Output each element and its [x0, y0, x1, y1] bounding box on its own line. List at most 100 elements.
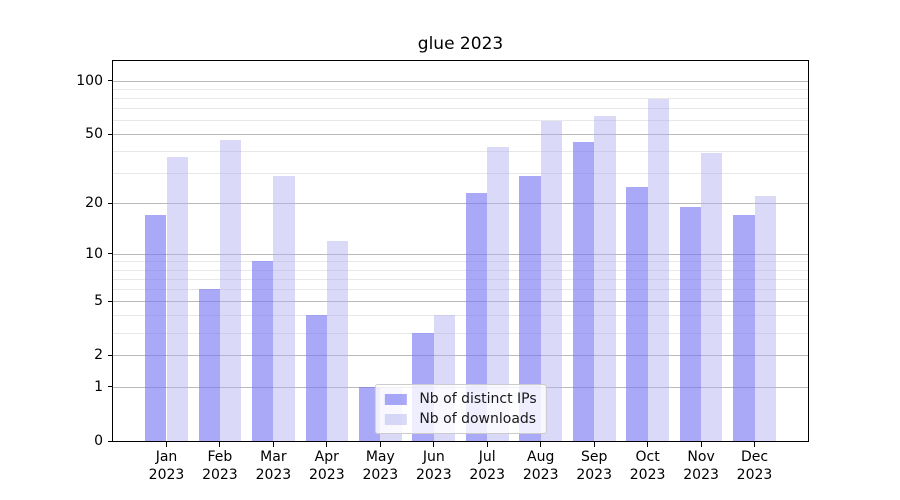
- x-tick-label-jun: Jun 2023: [402, 449, 466, 484]
- y-tick-label: 1: [94, 378, 103, 395]
- chart-title: glue 2023: [417, 34, 504, 54]
- y-tick-label: 50: [85, 126, 103, 143]
- x-tick-mark: [326, 442, 328, 447]
- bar-downloads-jan: [166, 157, 188, 441]
- year-label: 2023: [629, 466, 666, 483]
- year-label: 2023: [736, 466, 773, 483]
- bar-distinct-ips-dec: [733, 215, 755, 441]
- bar-downloads-feb: [219, 140, 242, 441]
- legend-swatch-distinct-ips: [384, 393, 407, 405]
- y-tick-mark: [108, 253, 113, 255]
- x-tick-mark: [433, 442, 435, 447]
- x-tick-label-oct: Oct 2023: [616, 449, 680, 484]
- x-tick-mark: [754, 442, 755, 447]
- bar-distinct-ips-apr: [305, 315, 327, 441]
- x-tick-mark: [647, 442, 649, 447]
- x-tick-mark: [593, 442, 595, 447]
- minor-gridline: [113, 315, 808, 317]
- x-tick-mark: [700, 442, 702, 447]
- bar-distinct-ips-jul: [465, 192, 488, 441]
- legend-swatch-downloads: [384, 413, 407, 425]
- y-tick-label: 100: [76, 72, 103, 89]
- minor-gridline: [113, 151, 808, 153]
- major-gridline: [113, 134, 808, 136]
- y-tick-label: 20: [85, 195, 103, 212]
- plot-area: Nb of distinct IPs Nb of downloads: [112, 60, 809, 442]
- minor-gridline: [113, 172, 808, 174]
- minor-gridline: [113, 289, 808, 291]
- bar-distinct-ips-sep: [572, 142, 595, 441]
- x-tick-label-sep: Sep 2023: [562, 449, 626, 484]
- x-tick-label-apr: Apr 2023: [295, 449, 359, 484]
- major-gridline: [113, 355, 808, 357]
- minor-gridline: [113, 332, 808, 334]
- month-label: Oct: [635, 449, 660, 465]
- minor-gridline: [113, 108, 808, 110]
- minor-gridline: [113, 120, 808, 122]
- major-gridline: [113, 253, 808, 255]
- y-tick-label: 0: [94, 433, 103, 449]
- bar-distinct-ips-feb: [198, 289, 220, 441]
- year-label: 2023: [415, 466, 452, 483]
- x-tick-label-dec: Dec 2023: [723, 449, 787, 484]
- minor-gridline: [113, 278, 808, 280]
- legend-item-distinct-ips: Nb of distinct IPs: [384, 389, 537, 409]
- month-label: Jun: [422, 449, 445, 465]
- y-tick-mark: [108, 386, 113, 388]
- year-label: 2023: [576, 466, 612, 483]
- bar-distinct-ips-oct: [626, 186, 648, 441]
- y-tick-mark: [108, 133, 113, 135]
- y-tick-mark: [108, 354, 113, 356]
- month-label: Nov: [687, 449, 715, 465]
- month-label: Jul: [478, 449, 496, 465]
- bar-downloads-apr: [326, 240, 349, 441]
- month-label: Sep: [580, 449, 608, 465]
- month-label: Feb: [207, 449, 233, 465]
- year-label: 2023: [469, 466, 505, 483]
- y-tick-mark: [108, 202, 113, 204]
- major-gridline: [113, 203, 808, 205]
- legend-item-downloads: Nb of downloads: [384, 409, 536, 429]
- y-tick-mark: [108, 440, 113, 442]
- bar-downloads-nov: [701, 153, 723, 441]
- y-tick-label: 10: [85, 245, 103, 262]
- minor-gridline: [113, 97, 808, 99]
- month-label: Aug: [527, 449, 555, 465]
- x-tick-label-aug: Aug 2023: [509, 449, 573, 484]
- major-gridline: [113, 301, 808, 303]
- bar-downloads-dec: [754, 196, 776, 441]
- y-tick-mark: [108, 300, 113, 302]
- x-tick-label-jul: Jul 2023: [455, 449, 519, 484]
- legend: Nb of distinct IPs Nb of downloads: [374, 384, 547, 434]
- x-tick-label-jan: Jan 2023: [135, 449, 199, 484]
- x-tick-label-mar: Mar 2023: [241, 449, 305, 484]
- x-tick-mark: [219, 442, 221, 447]
- bar-distinct-ips-mar: [252, 261, 274, 441]
- bar-downloads-oct: [647, 98, 669, 441]
- legend-label-distinct-ips: Nb of distinct IPs: [419, 391, 537, 407]
- month-label: Dec: [740, 449, 769, 465]
- bar-downloads-aug: [540, 121, 563, 441]
- year-label: 2023: [255, 466, 292, 483]
- year-label: 2023: [308, 466, 345, 483]
- minor-gridline: [113, 261, 808, 263]
- x-tick-mark: [486, 442, 488, 447]
- x-tick-label-may: May 2023: [348, 449, 412, 484]
- bar-downloads-jul: [487, 147, 509, 441]
- x-tick-mark: [540, 442, 542, 447]
- bar-distinct-ips-jan: [145, 215, 167, 441]
- x-tick-mark: [272, 442, 274, 447]
- bar-downloads-sep: [594, 116, 616, 441]
- month-label: Mar: [260, 449, 287, 465]
- y-tick-mark: [108, 80, 113, 82]
- year-label: 2023: [202, 466, 238, 483]
- minor-gridline: [113, 269, 808, 271]
- y-tick-label: 5: [94, 293, 103, 310]
- year-label: 2023: [522, 466, 559, 483]
- month-label: May: [365, 449, 395, 465]
- month-label: Jan: [155, 449, 178, 465]
- year-label: 2023: [362, 466, 399, 483]
- bar-downloads-mar: [273, 175, 295, 441]
- x-tick-mark: [166, 442, 167, 447]
